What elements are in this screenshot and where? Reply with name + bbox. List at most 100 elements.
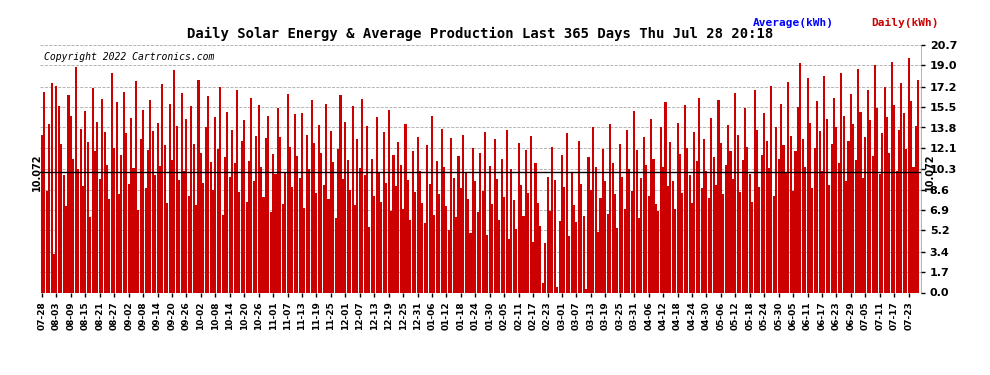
- Bar: [340, 95, 342, 292]
- Bar: [838, 164, 840, 292]
- Bar: [44, 92, 46, 292]
- Text: Average(kWh): Average(kWh): [752, 18, 834, 28]
- Bar: [325, 104, 327, 292]
- Bar: [335, 218, 337, 292]
- Bar: [455, 217, 457, 292]
- Bar: [891, 62, 893, 292]
- Bar: [715, 185, 717, 292]
- Bar: [41, 135, 43, 292]
- Bar: [515, 229, 518, 292]
- Bar: [691, 203, 693, 292]
- Bar: [871, 156, 873, 292]
- Bar: [161, 84, 163, 292]
- Bar: [849, 94, 852, 292]
- Bar: [876, 108, 878, 292]
- Bar: [698, 98, 700, 292]
- Bar: [195, 205, 197, 292]
- Bar: [537, 203, 539, 292]
- Bar: [147, 150, 148, 292]
- Bar: [443, 167, 446, 292]
- Bar: [859, 112, 861, 292]
- Bar: [244, 120, 246, 292]
- Bar: [414, 192, 416, 292]
- Bar: [82, 186, 84, 292]
- Bar: [342, 179, 344, 292]
- Bar: [217, 149, 219, 292]
- Bar: [57, 106, 59, 292]
- Bar: [363, 176, 365, 292]
- Bar: [434, 215, 436, 292]
- Bar: [320, 153, 323, 292]
- Bar: [308, 170, 310, 292]
- Bar: [607, 214, 609, 292]
- Bar: [104, 132, 106, 292]
- Bar: [89, 217, 91, 292]
- Bar: [156, 123, 158, 292]
- Bar: [311, 100, 313, 292]
- Bar: [255, 136, 257, 292]
- Bar: [913, 167, 915, 292]
- Bar: [358, 168, 360, 292]
- Bar: [595, 167, 597, 292]
- Bar: [291, 187, 293, 292]
- Bar: [72, 159, 74, 292]
- Bar: [241, 141, 243, 292]
- Bar: [436, 161, 438, 292]
- Bar: [617, 228, 619, 292]
- Bar: [540, 225, 542, 292]
- Bar: [575, 222, 577, 292]
- Bar: [121, 155, 123, 292]
- Bar: [551, 147, 553, 292]
- Bar: [901, 83, 903, 292]
- Bar: [498, 220, 500, 292]
- Bar: [274, 174, 276, 292]
- Bar: [128, 184, 130, 292]
- Bar: [898, 130, 900, 292]
- Bar: [380, 202, 382, 292]
- Bar: [361, 99, 363, 292]
- Bar: [763, 113, 765, 292]
- Bar: [578, 141, 580, 292]
- Bar: [530, 136, 532, 292]
- Bar: [727, 125, 729, 292]
- Bar: [737, 135, 739, 292]
- Bar: [457, 156, 459, 292]
- Bar: [645, 165, 647, 292]
- Bar: [180, 93, 183, 292]
- Bar: [74, 66, 77, 292]
- Bar: [558, 221, 560, 292]
- Bar: [299, 178, 301, 292]
- Bar: [385, 183, 387, 292]
- Bar: [566, 134, 568, 292]
- Bar: [742, 160, 743, 292]
- Bar: [159, 166, 161, 292]
- Bar: [746, 147, 748, 292]
- Text: 10.072: 10.072: [926, 153, 936, 191]
- Bar: [587, 158, 589, 292]
- Bar: [602, 149, 604, 292]
- Bar: [214, 117, 217, 292]
- Bar: [138, 210, 140, 292]
- Bar: [638, 218, 641, 292]
- Bar: [205, 128, 207, 292]
- Bar: [62, 176, 64, 292]
- Bar: [760, 155, 763, 292]
- Bar: [824, 76, 826, 292]
- Bar: [662, 167, 664, 292]
- Bar: [248, 161, 250, 292]
- Bar: [450, 138, 452, 292]
- Bar: [178, 180, 180, 292]
- Bar: [289, 147, 291, 292]
- Bar: [896, 171, 898, 292]
- Bar: [426, 146, 429, 292]
- Bar: [166, 203, 168, 292]
- Bar: [135, 81, 137, 292]
- Bar: [732, 179, 734, 292]
- Bar: [351, 106, 353, 292]
- Bar: [888, 153, 890, 292]
- Bar: [94, 152, 96, 292]
- Bar: [684, 105, 686, 292]
- Bar: [847, 141, 849, 292]
- Bar: [903, 113, 905, 292]
- Bar: [130, 118, 132, 292]
